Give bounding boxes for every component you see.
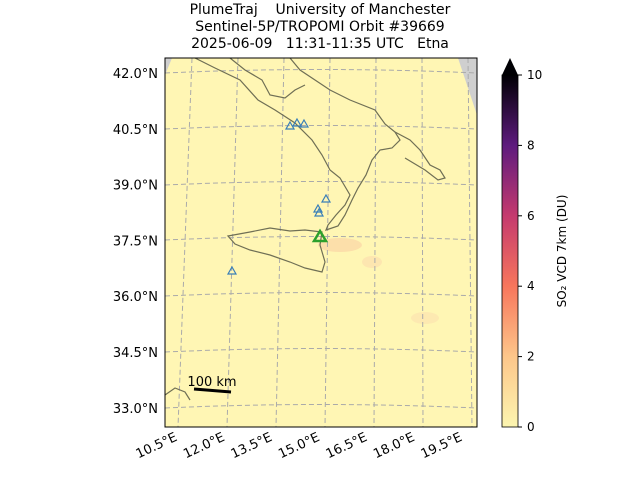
colorbar-label: SO₂ VCD 7km (DU) xyxy=(555,195,569,308)
colorbar-tick-label: 10 xyxy=(527,68,542,82)
colorbar-body xyxy=(501,74,519,428)
colorbar-tick-label: 6 xyxy=(527,209,535,223)
map: 100 km xyxy=(165,58,477,427)
lat-label: 33.0°N xyxy=(113,402,158,417)
lat-label: 40.5°N xyxy=(113,123,158,138)
map-frame xyxy=(164,57,478,428)
lat-label: 36.0°N xyxy=(113,290,158,305)
colorbar-tick-label: 2 xyxy=(527,350,535,364)
colorbar: SO₂ VCD 7km (DU) 0 2 4 6 8 10 xyxy=(501,58,569,434)
colorbar-tick-label: 8 xyxy=(527,138,535,152)
lon-label: 18.0°E xyxy=(371,430,417,462)
lon-label: 13.5°E xyxy=(229,430,275,462)
colorbar-extend xyxy=(502,58,518,75)
target-volcano xyxy=(311,228,329,243)
lon-label: 10.5°E xyxy=(134,430,180,462)
colorbar-tick-label: 0 xyxy=(527,420,535,434)
lat-label: 34.5°N xyxy=(113,346,158,361)
lat-label: 42.0°N xyxy=(113,67,158,82)
lon-label: 12.0°E xyxy=(181,430,227,462)
colorbar-tick-label: 4 xyxy=(527,279,535,293)
lon-label: 19.5°E xyxy=(419,430,465,462)
title-line: PlumeTraj University of Manchester xyxy=(190,2,451,18)
title-block: PlumeTraj University of Manchester Senti… xyxy=(190,2,451,52)
lon-label: 16.5°E xyxy=(324,430,370,462)
volcanoes xyxy=(226,117,332,275)
lon-labels: 10.5°E 12.0°E 13.5°E 15.0°E 16.5°E 18.0°E 19.5… xyxy=(134,430,465,462)
lat-labels: 42.0°N 40.5°N 39.0°N 37.5°N 36.0°N 34.5°N 33.0… xyxy=(113,67,158,417)
plume xyxy=(318,238,362,252)
lat-label: 39.0°N xyxy=(113,179,158,194)
scale-bar xyxy=(193,387,232,394)
lon-label: 15.0°E xyxy=(276,430,322,462)
scale-bar-label: 100 km xyxy=(187,375,236,390)
plume xyxy=(362,256,382,268)
title-line: 2025-06-09 11:31-11:35 UTC Etna xyxy=(191,36,449,52)
title-line: Sentinel-5P/TROPOMI Orbit #39669 xyxy=(195,19,444,35)
no-data xyxy=(165,58,172,75)
lat-label: 37.5°N xyxy=(113,234,158,249)
plume xyxy=(411,312,439,324)
graticule xyxy=(165,58,477,427)
